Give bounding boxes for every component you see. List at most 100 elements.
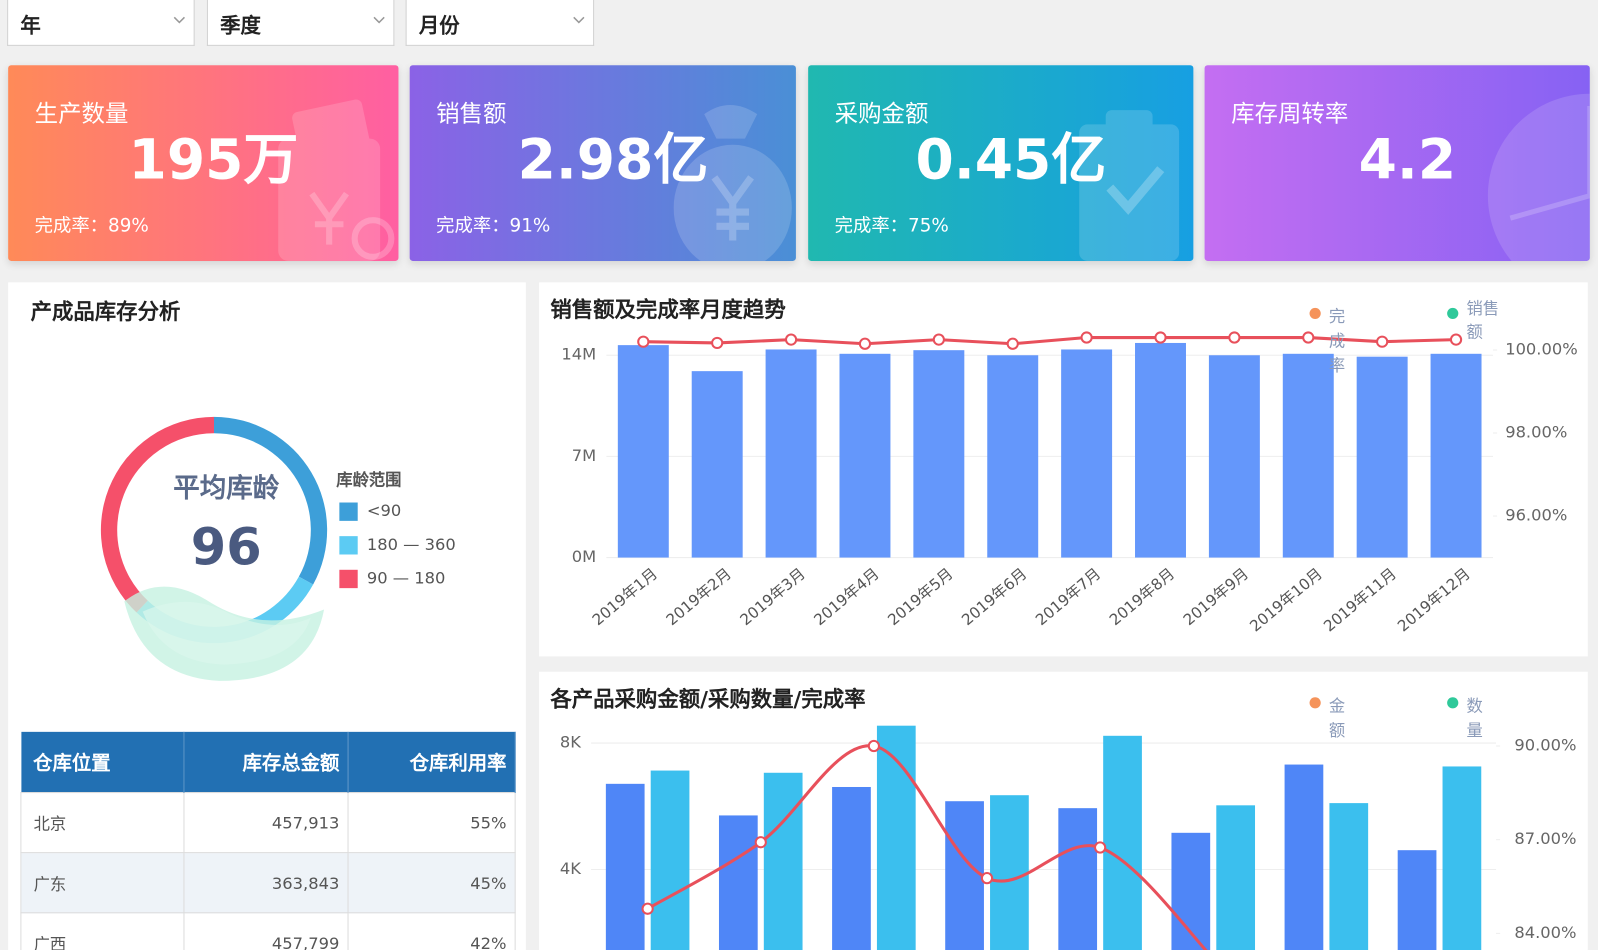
bar: [605, 783, 645, 950]
legend-label: 完成率: [1328, 306, 1346, 376]
line-marker: [1080, 331, 1093, 344]
chevron: [573, 16, 585, 24]
y-tick-label: 0M: [572, 547, 596, 566]
line-marker: [1228, 331, 1241, 344]
filter-label: 季度: [220, 13, 261, 38]
x-tick-label: 2019年5月: [884, 565, 956, 630]
kpi-title: 采购金额: [834, 100, 929, 128]
legend-dot: [1447, 307, 1459, 320]
line-marker: [858, 337, 872, 350]
kpi-title: 库存周转率: [1231, 100, 1349, 128]
y2-tick-label: 90.00%: [1514, 736, 1576, 755]
legend-item: 完成率: [1309, 303, 1346, 376]
x-tick-label: 2019年3月: [737, 565, 809, 630]
table-header-cell: 仓库利用率: [348, 731, 516, 793]
donut-segment: [100, 416, 215, 613]
line-marker: [637, 335, 650, 348]
legend-label: 数量: [1466, 696, 1483, 741]
bar: [1356, 356, 1408, 558]
line-marker: [641, 902, 654, 915]
kpi-rate: 完成率：89%: [34, 215, 149, 237]
filter-dropdown[interactable]: 季度: [206, 0, 395, 46]
line-marker: [1154, 331, 1167, 344]
bar: [1103, 735, 1142, 950]
legend-item: 数量: [1447, 692, 1483, 741]
bar: [1284, 764, 1324, 950]
kpi-card: 生产数量 195万 完成率：89%: [8, 65, 399, 261]
legend-label: 销售额: [1466, 298, 1500, 342]
filter-label: 月份: [418, 13, 460, 38]
line-marker: [1376, 335, 1389, 348]
kpi-title: 生产数量: [34, 100, 129, 128]
line-marker: [784, 333, 798, 346]
x-tick-label: 2019年12月: [1394, 565, 1474, 636]
donut-center-label: 平均库龄: [173, 473, 279, 504]
x-tick-label: 2019年9月: [1180, 565, 1252, 630]
y2-tick-label: 100.00%: [1505, 339, 1578, 358]
kpi-card: 采购金额 0.45亿 完成率：75%: [808, 65, 1194, 261]
line-marker: [867, 739, 880, 753]
card-icon: [673, 104, 792, 261]
legend-title: 库龄范围: [336, 471, 401, 490]
kpi-card: 库存周转率 4.2: [1204, 65, 1590, 261]
legend-label: <90: [367, 501, 401, 520]
donut-segment: [214, 416, 328, 585]
legend-item: 销售额: [1447, 299, 1503, 344]
table-row: 广西 457,799 42%: [20, 912, 516, 950]
legend-label: 180 — 360: [367, 535, 456, 554]
kpi-card: 销售额 2.98亿 完成率：91%: [409, 65, 796, 261]
bar: [990, 795, 1029, 950]
chevron: [373, 16, 385, 24]
table-cell: 457,913: [183, 791, 349, 854]
line-marker: [1302, 331, 1315, 344]
table-header: 仓库位置 库存总金额 仓库利用率: [20, 731, 516, 793]
legend-dot: [1447, 697, 1459, 709]
bar: [1397, 850, 1437, 950]
donut-center-value: 96: [191, 518, 262, 577]
y-tick-label: 4K: [560, 859, 582, 878]
legend-swatch: [339, 536, 358, 555]
chevron: [173, 16, 185, 24]
legend-label: 90 — 180: [367, 568, 446, 587]
filter-dropdown[interactable]: 月份: [405, 0, 595, 46]
bar: [839, 353, 891, 558]
legend-item: 金额: [1309, 692, 1345, 741]
y-tick-label: 14M: [561, 345, 596, 364]
kpi-value: 195万: [128, 127, 299, 192]
bar: [913, 350, 965, 558]
bar: [1430, 353, 1482, 558]
table-row: 北京 457,913 55%: [20, 791, 516, 854]
x-tick-label: 2019年2月: [663, 565, 735, 630]
table-cell: 42%: [347, 912, 516, 950]
bar: [1282, 353, 1334, 558]
table-header-cell: 仓库位置: [20, 731, 185, 793]
bar: [765, 349, 817, 558]
panel-title: 销售额及完成率月度趋势: [550, 297, 786, 323]
kpi-value: 2.98亿: [517, 127, 709, 192]
y2-tick-label: 96.00%: [1505, 506, 1567, 525]
table-header-cell: 库存总金额: [183, 731, 349, 793]
kpi-value: 0.45亿: [915, 127, 1107, 192]
line-marker: [1006, 337, 1019, 350]
kpi-title: 销售额: [436, 100, 507, 128]
bar: [945, 801, 984, 950]
card-icon: [278, 99, 395, 261]
table-cell: 广西: [20, 912, 185, 950]
table-cell: 55%: [347, 791, 516, 854]
line: [643, 336, 1457, 346]
y2-tick-label: 87.00%: [1514, 829, 1576, 848]
bar: [1442, 766, 1482, 950]
table-cell: 北京: [20, 791, 185, 854]
bar: [1061, 349, 1113, 558]
y-tick-label: 7M: [572, 446, 596, 465]
legend-dot: [1309, 307, 1321, 320]
x-tick-label: 2019年10月: [1246, 565, 1326, 636]
filter-dropdown[interactable]: 年: [7, 0, 195, 46]
y-tick-label: 8K: [560, 733, 582, 752]
table-cell: 广东: [20, 852, 185, 914]
line-marker: [754, 836, 767, 849]
panel-title: 产成品库存分析: [30, 299, 181, 325]
wave-decoration: [124, 586, 325, 681]
kpi-rate: 完成率：91%: [436, 215, 551, 237]
